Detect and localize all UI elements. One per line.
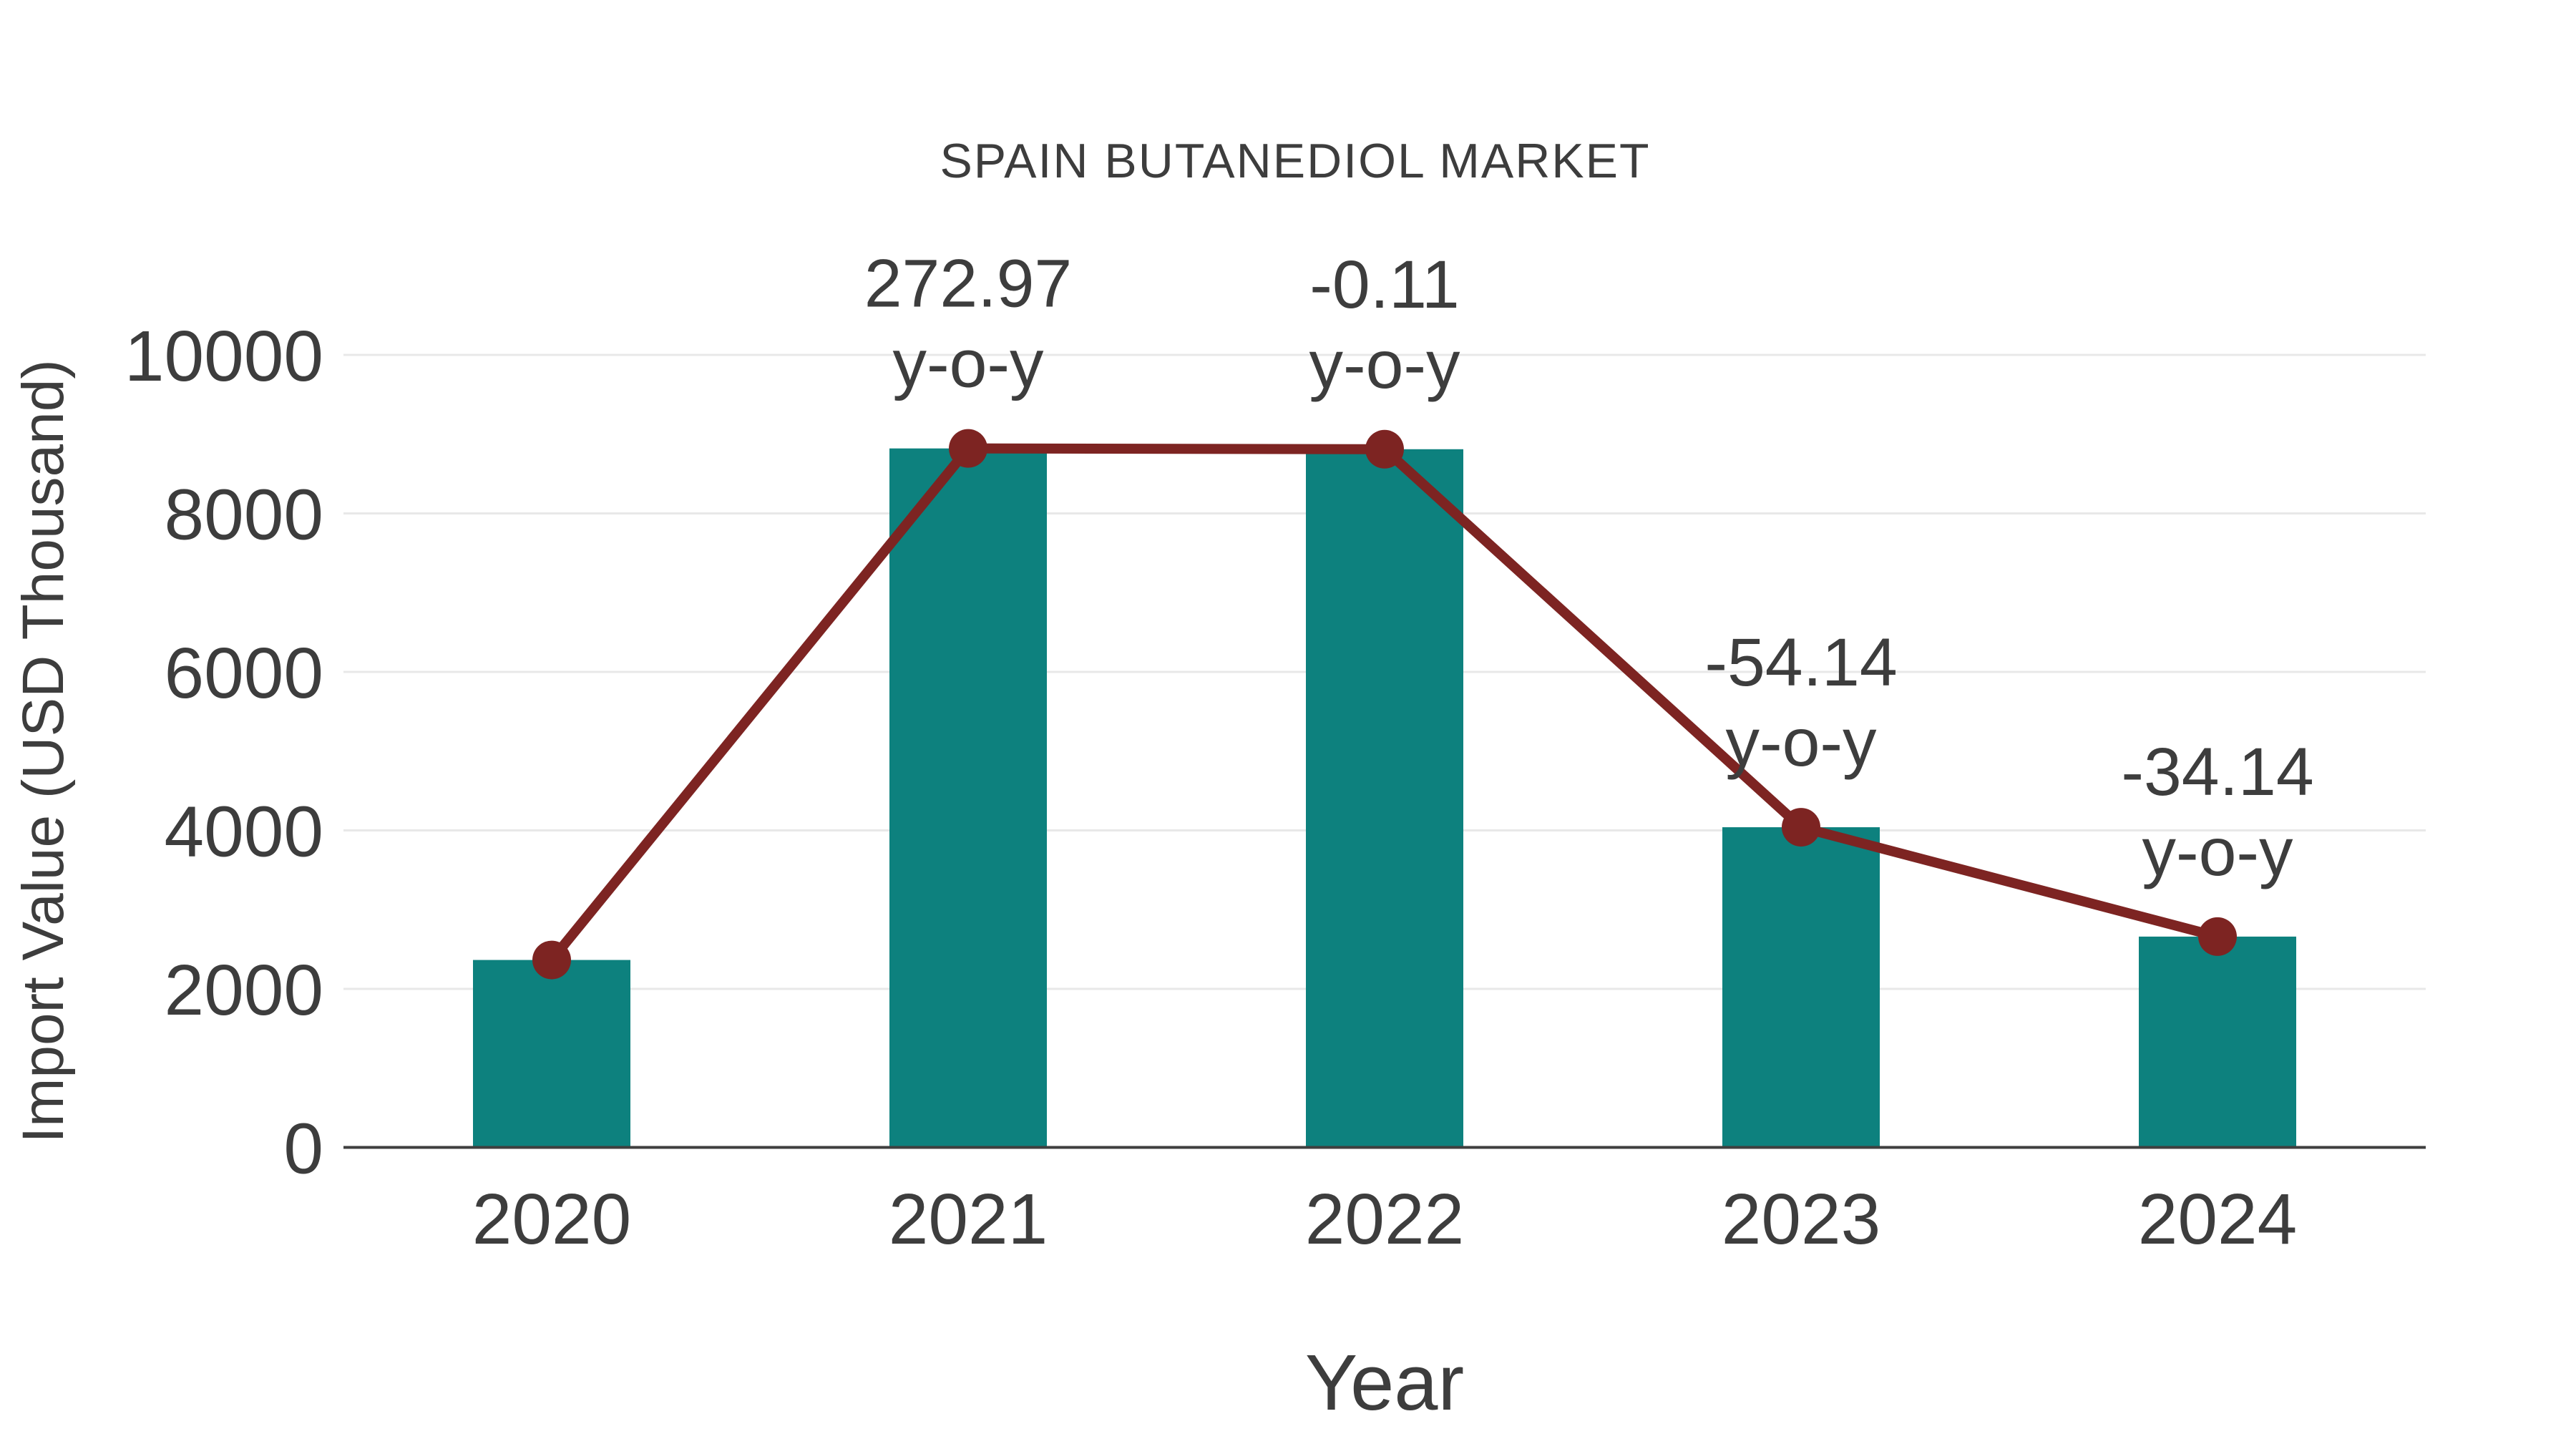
trend-marker-2022 (1365, 429, 1404, 469)
yoy-annotations: 272.97y-o-y-0.11y-o-y-54.14y-o-y -34.14y-… (864, 246, 2314, 890)
trend-marker-2023 (1782, 808, 1820, 847)
trend-marker-2024 (2198, 917, 2237, 956)
x-tick-label-2021: 2021 (889, 1179, 1048, 1259)
x-tick-label-2024: 2024 (2138, 1179, 2297, 1259)
yoy-unit-2023: y-o-y (1725, 705, 1877, 781)
bar-2022 (1306, 449, 1463, 1148)
y-axis-title: Import Value (USD Thousand) (11, 359, 76, 1143)
y-axis-tick-labels: 0 2000 4000 6000 8000 10000 (125, 316, 323, 1189)
y-tick-label-8000: 8000 (165, 475, 323, 555)
bar-2021 (889, 448, 1047, 1148)
bar-2023 (1722, 827, 1880, 1148)
x-tick-label-2020: 2020 (472, 1179, 631, 1259)
y-tick-label-10000: 10000 (125, 316, 323, 396)
yoy-value-2022: -0.11 (1309, 247, 1459, 323)
chart-title: SPAIN BUTANEDIOL MARKET (940, 134, 1650, 188)
trend-marker-2020 (532, 940, 571, 980)
y-tick-label-6000: 6000 (165, 633, 323, 713)
y-tick-label-2000: 2000 (165, 950, 323, 1030)
yoy-value-2024: -34.14 (2121, 734, 2313, 810)
x-axis-tick-labels: 2020 2021 2022 2023 2024 (472, 1179, 2297, 1259)
x-tick-label-2022: 2022 (1305, 1179, 1464, 1259)
yoy-unit-2022: y-o-y (1309, 327, 1460, 403)
bar-2024 (2139, 936, 2296, 1148)
x-tick-label-2023: 2023 (1722, 1179, 1880, 1259)
y-tick-label-0: 0 (283, 1109, 323, 1189)
y-tick-label-4000: 4000 (165, 792, 323, 872)
bar-2020 (473, 960, 630, 1148)
yoy-value-2021: 272.97 (864, 246, 1073, 322)
x-axis-title: Year (1305, 1339, 1464, 1427)
trend-markers (532, 429, 2237, 980)
yoy-unit-2021: y-o-y (892, 326, 1044, 402)
yoy-unit-2024: y-o-y (2142, 814, 2293, 890)
bar-series (473, 448, 2296, 1148)
trend-marker-2021 (949, 429, 987, 468)
yoy-value-2023: -54.14 (1704, 625, 1897, 701)
